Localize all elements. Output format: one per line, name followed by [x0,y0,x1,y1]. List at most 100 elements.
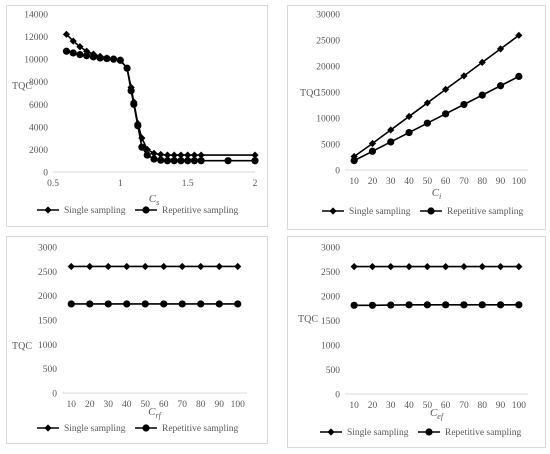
data-point-circle [157,157,164,164]
data-point-circle [105,300,112,307]
x-tick-label: 70 [459,401,469,411]
data-point-diamond [105,263,112,270]
series-repetitive-sampling [351,301,523,309]
x-tick-label: 60 [441,401,451,411]
data-point-circle [405,301,412,308]
legend-label-single: Single sampling [349,207,411,217]
x-tick-label: 40 [122,400,132,410]
data-point-circle [479,92,486,99]
data-point-diamond [460,263,467,270]
data-point-diamond [179,263,186,270]
data-point-circle [171,157,178,164]
x-tick-label: 80 [478,401,488,411]
data-point-circle [70,49,77,56]
x-tick-label: 90 [496,177,506,187]
x-tick-label: 80 [478,177,488,187]
data-point-diamond [369,263,376,270]
data-point-circle [251,157,258,164]
data-point-circle [117,57,124,64]
data-point-circle [144,151,151,158]
data-point-circle [123,300,130,307]
x-tick-label: 90 [496,401,506,411]
data-point-diamond [497,263,504,270]
data-point-diamond [160,263,167,270]
data-point-circle [216,300,223,307]
y-tick-label: 2500 [321,268,340,278]
y-tick-label: 0 [43,169,48,179]
series-single-sampling [68,263,242,270]
data-point-circle [150,155,157,162]
x-axis-label: Ci [432,187,442,201]
data-point-circle [442,301,449,308]
data-point-diamond [424,263,431,270]
data-point-circle [387,138,394,145]
series-single-sampling [351,263,523,270]
data-point-circle [177,157,184,164]
data-point-circle [369,148,376,155]
x-tick-label: 20 [85,400,95,410]
legend-marker-diamond [329,207,336,214]
data-point-diamond [216,263,223,270]
data-point-circle [515,73,522,80]
data-point-circle [68,300,75,307]
y-tick-label: 1000 [38,341,57,351]
data-point-circle [369,302,376,309]
data-point-diamond [442,263,449,270]
legend-marker-circle [425,428,432,435]
x-axis-label-sub: i [439,192,441,201]
y-axis-label: TQC [298,314,318,325]
y-axis-label: TQC [12,81,32,92]
x-tick-label: 20 [368,401,378,411]
data-point-circle [97,54,104,61]
legend-marker-circle [427,207,434,214]
data-point-circle [86,300,93,307]
x-axis-label-sub: ef [437,412,445,421]
y-tick-label: 1500 [321,317,340,327]
x-axis-label-sub: rf [156,411,163,420]
x-tick-label: 60 [159,400,169,410]
data-point-circle [460,101,467,108]
y-tick-label: 30000 [316,11,340,21]
data-point-circle [442,110,449,117]
y-tick-label: 2000 [29,146,48,156]
data-point-diamond [123,263,130,270]
y-tick-label: 10000 [24,56,48,66]
data-point-diamond [515,263,522,270]
y-tick-label: 6000 [29,101,48,111]
x-tick-label: 1 [118,179,123,189]
y-tick-label: 0 [52,390,57,400]
y-tick-label: 20000 [316,63,340,73]
data-point-circle [497,82,504,89]
x-tick-label: 70 [178,400,188,410]
data-point-circle [123,65,130,72]
x-tick-label: 30 [386,401,396,411]
x-tick-label: 100 [512,401,526,411]
x-tick-label: 10 [349,177,359,187]
data-point-diamond [86,263,93,270]
x-tick-label: 60 [441,177,451,187]
x-tick-label: 10 [67,400,77,410]
data-point-diamond [68,263,75,270]
data-point-circle [460,301,467,308]
y-tick-label: 10000 [316,115,340,125]
data-point-circle [234,300,241,307]
series-line [354,76,519,160]
data-point-circle [128,87,135,94]
legend-marker-diamond [44,424,51,431]
data-point-circle [197,300,204,307]
y-axis-label: TQC [12,341,32,352]
y-tick-label: 14000 [24,11,48,21]
x-tick-label: 50 [423,177,433,187]
data-point-circle [76,51,83,58]
y-tick-label: 500 [43,365,58,375]
data-point-circle [515,301,522,308]
data-point-circle [90,53,97,60]
y-axis-label: TQC [300,88,320,99]
data-point-diamond [387,263,394,270]
data-point-circle [134,122,141,129]
data-point-circle [138,144,145,151]
